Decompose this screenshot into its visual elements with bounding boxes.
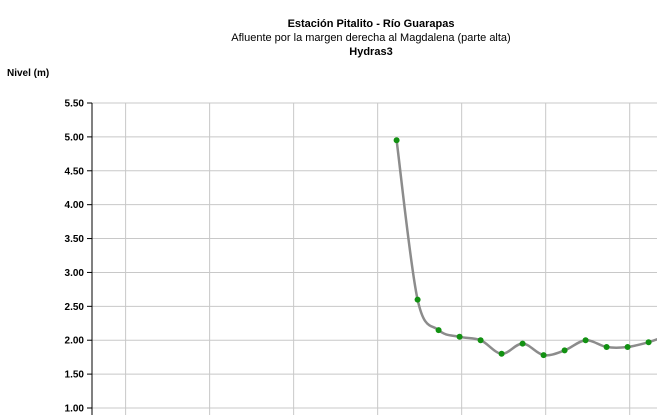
y-axis-label: Nivel (m) [7,68,49,79]
data-point [519,340,526,347]
series-line [395,139,657,357]
data-point [540,352,547,359]
y-tick-label: 4.00 [65,200,85,211]
data-point [435,327,442,334]
y-tick-label: 1.50 [65,370,85,381]
y-axis-ticks: 5.50 5.00 4.50 4.00 3.50 3.00 2.50 2.00 1.50 1.00 [65,99,92,415]
y-tick-label: 3.00 [65,268,85,279]
series-points [393,137,652,359]
data-point [624,344,631,350]
y-tick-label: 4.50 [65,166,85,177]
y-tick-label: 2.50 [65,302,85,313]
y-tick-label: 1.00 [65,404,85,415]
data-point [393,137,400,144]
y-tick-label: 5.00 [65,132,85,143]
data-point [561,347,568,354]
y-tick-label: 3.50 [65,234,85,245]
data-point [456,333,463,340]
data-point [645,339,652,346]
chart-title: Estación Pitalito - Río Guarapas [288,18,455,30]
data-point [498,350,505,357]
data-point [582,337,589,344]
chart-subtitle: Afluente por la margen derecha al Magdal… [231,32,510,44]
data-point [414,296,421,303]
chart-title-secondary: Hydras3 [349,46,392,58]
data-point [477,337,484,344]
grid [92,102,657,415]
y-tick-label: 2.00 [65,336,85,347]
y-tick-label: 5.50 [65,99,85,110]
data-point [603,344,610,350]
